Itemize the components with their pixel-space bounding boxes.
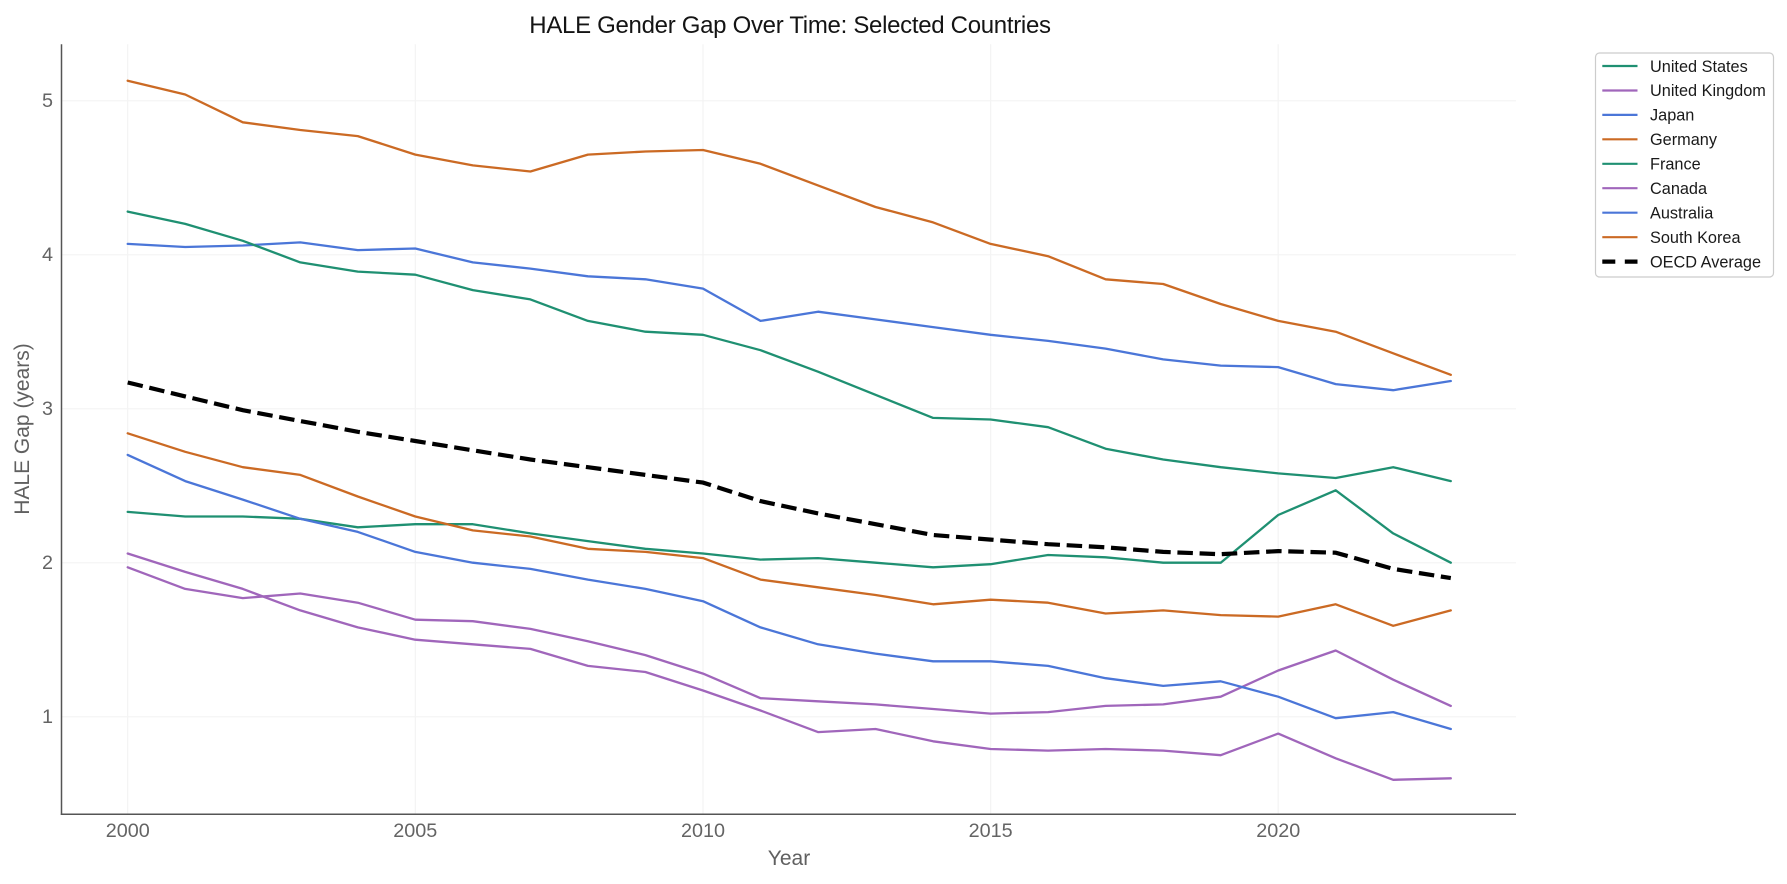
svg-text:Germany: Germany: [1650, 131, 1718, 149]
svg-text:2020: 2020: [1256, 820, 1300, 842]
svg-text:United Kingdom: United Kingdom: [1650, 82, 1766, 100]
svg-text:2000: 2000: [106, 820, 150, 842]
svg-text:United States: United States: [1650, 58, 1748, 76]
svg-text:France: France: [1650, 156, 1701, 174]
svg-text:Canada: Canada: [1650, 180, 1708, 198]
svg-text:4: 4: [42, 244, 53, 266]
svg-text:1: 1: [42, 706, 53, 728]
svg-text:HALE Gender Gap Over Time: Sel: HALE Gender Gap Over Time: Selected Coun…: [529, 12, 1051, 39]
svg-text:2005: 2005: [393, 820, 437, 842]
svg-text:5: 5: [42, 90, 53, 112]
svg-text:3: 3: [42, 398, 53, 420]
svg-text:Year: Year: [768, 847, 810, 870]
svg-text:HALE Gap (years): HALE Gap (years): [11, 343, 34, 515]
svg-text:2: 2: [42, 552, 53, 574]
svg-text:2010: 2010: [681, 820, 725, 842]
svg-text:Australia: Australia: [1650, 205, 1714, 223]
svg-text:Japan: Japan: [1650, 107, 1694, 125]
svg-text:OECD Average: OECD Average: [1650, 253, 1761, 271]
svg-text:2015: 2015: [969, 820, 1013, 842]
svg-text:South Korea: South Korea: [1650, 229, 1741, 247]
